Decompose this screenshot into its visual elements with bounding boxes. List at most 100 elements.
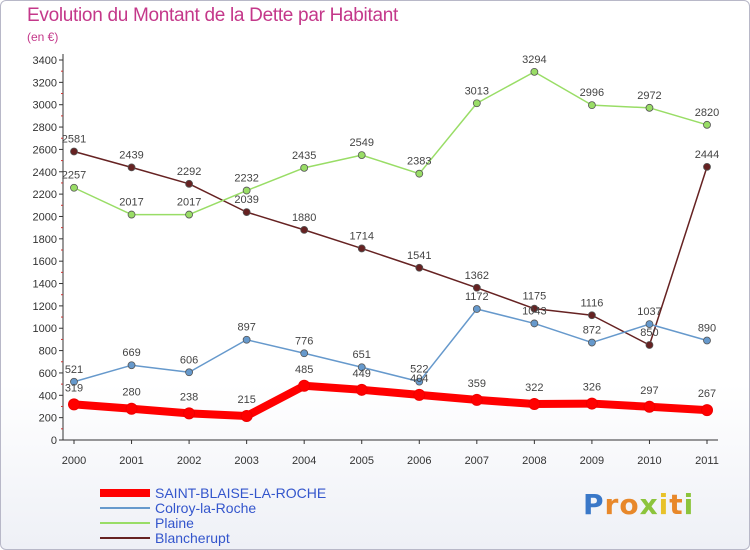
data-label: 1116: [580, 297, 603, 309]
data-point: [645, 103, 654, 112]
y-tick-label: 2000: [33, 211, 57, 223]
y-tick-label: 1400: [33, 279, 57, 291]
y-tick-label: 800: [39, 346, 57, 358]
data-point: [530, 304, 539, 313]
y-tick-label: 200: [39, 413, 57, 425]
x-tick-label: 2002: [177, 455, 201, 467]
data-point: [70, 377, 78, 386]
data-point: [530, 319, 539, 328]
logo-letter: i: [683, 488, 695, 521]
data-label: 1175: [523, 291, 547, 303]
series-line-blancherupt: [73, 150, 708, 346]
data-label: 485: [295, 364, 313, 376]
data-label: 2996: [580, 87, 604, 99]
data-label: 2435: [292, 150, 316, 162]
x-tick-label: 2010: [637, 455, 661, 467]
logo-letter: P: [583, 488, 605, 521]
data-label: 850: [640, 327, 658, 339]
data-label: 1037: [637, 306, 661, 318]
legend-label: Blancherupt: [155, 530, 230, 546]
data-point: [183, 407, 196, 420]
data-point: [588, 338, 596, 347]
data-point: [415, 263, 424, 272]
data-label: 2581: [62, 134, 86, 146]
data-label: 606: [180, 354, 198, 366]
data-label: 1362: [465, 270, 489, 282]
data-label: 776: [295, 335, 313, 347]
data-point: [588, 101, 596, 110]
x-tick-label: 2005: [349, 455, 373, 467]
y-tick-label: 600: [39, 368, 57, 380]
data-point: [645, 320, 654, 329]
logo-letter: i: [658, 488, 670, 521]
data-label: 897: [237, 322, 255, 334]
data-point: [703, 336, 711, 345]
data-label: 669: [122, 347, 140, 359]
legend-label: SAINT-BLAISE-LA-ROCHE: [155, 485, 326, 501]
data-label: 359: [468, 378, 486, 390]
data-label: 3013: [465, 85, 489, 97]
data-point: [127, 163, 136, 172]
legend-label: Colroy-la-Roche: [155, 500, 256, 516]
data-point: [472, 283, 481, 292]
data-point: [588, 311, 596, 320]
data-point: [300, 349, 309, 358]
y-tick-label: 0: [51, 435, 57, 447]
data-label: 280: [122, 387, 140, 399]
series-line-saint-blaise-la-roche: [70, 381, 711, 420]
data-point: [357, 363, 366, 372]
data-point: [415, 377, 424, 386]
data-label: 872: [583, 325, 601, 337]
logo-letter: r: [604, 488, 620, 521]
y-tick-label: 3000: [33, 100, 57, 112]
data-point: [127, 361, 136, 370]
y-tick-label: 2800: [33, 122, 57, 134]
data-point: [413, 388, 426, 401]
data-label: 267: [698, 388, 716, 400]
data-label: 1043: [522, 305, 546, 317]
data-point: [300, 225, 309, 234]
y-tick-label: 3400: [33, 55, 57, 67]
series-line-colroy-la-roche: [73, 308, 708, 383]
x-tick-label: 2009: [580, 455, 604, 467]
y-tick-label: 1600: [33, 256, 57, 268]
y-tick-label: 1000: [33, 323, 57, 335]
data-point: [701, 404, 713, 417]
data-label: 2383: [407, 156, 431, 168]
data-label: 2439: [119, 149, 143, 161]
data-label: 2549: [349, 137, 373, 149]
x-tick-label: 2006: [407, 455, 431, 467]
data-point: [645, 341, 654, 349]
data-label: 521: [65, 364, 83, 376]
data-point: [357, 244, 366, 253]
x-tick-label: 2007: [465, 455, 489, 467]
chart-subtitle: (en €): [27, 30, 59, 44]
data-point: [643, 400, 656, 413]
x-tick-label: 2001: [119, 455, 143, 467]
data-point: [185, 210, 193, 219]
logo-letter: x: [639, 488, 659, 521]
x-tick-label: 2000: [62, 455, 86, 467]
x-tick-label: 2008: [522, 455, 546, 467]
y-tick-label: 400: [39, 390, 57, 402]
data-point: [70, 147, 78, 156]
data-label: 1541: [407, 250, 431, 262]
data-label: 404: [410, 373, 428, 385]
data-point: [298, 379, 311, 392]
data-label: 297: [640, 385, 658, 397]
data-label: 522: [410, 364, 428, 376]
data-label: 2972: [637, 90, 661, 102]
data-point: [528, 398, 541, 411]
y-tick-label: 2200: [33, 189, 57, 201]
data-point: [355, 383, 368, 396]
legend-label: Plaine: [155, 515, 194, 531]
data-point: [472, 99, 481, 108]
data-label: 2039: [234, 194, 258, 206]
data-point: [703, 120, 711, 129]
data-point: [357, 151, 366, 160]
data-point: [185, 179, 193, 188]
data-label: 2820: [695, 107, 719, 119]
data-label: 1714: [349, 230, 373, 242]
